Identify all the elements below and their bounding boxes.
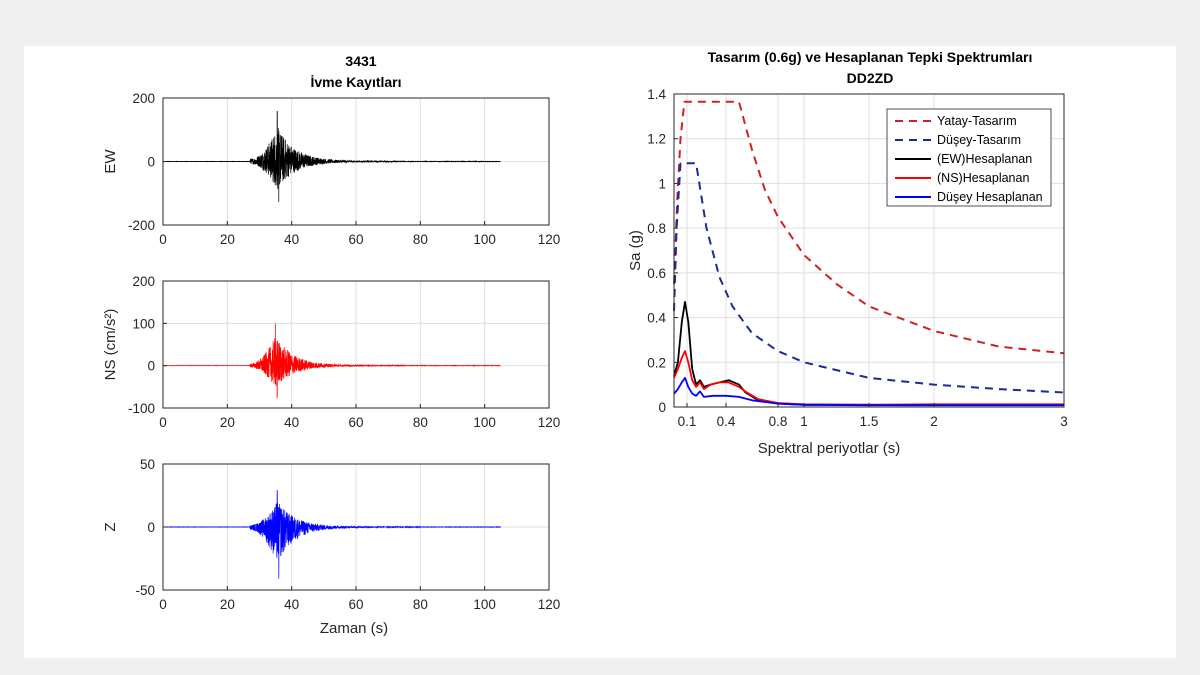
ns-x-tick-label: 100: [473, 415, 496, 430]
spectrum-y-tick-label: 1.2: [647, 132, 666, 147]
ns-y-tick-label: -100: [128, 401, 155, 416]
ns-y-tick-label: 0: [147, 359, 155, 374]
ew-x-tick-label: 40: [284, 232, 299, 247]
right-title: Tasarım (0.6g) ve Hesaplanan Tepki Spekt…: [708, 49, 1033, 65]
ew-y-tick-label: -200: [128, 218, 155, 233]
ns-y-tick-label: 200: [132, 274, 155, 289]
spectrum-y-tick-label: 1: [658, 176, 666, 191]
spectrum-panel: 0.1 0.4 0.8 1 1.5 2 3 0 0.2 0.4 0.6 0.8 1 1.2 1.4 Sa (g…: [627, 87, 1068, 457]
ns-y-axis-label: NS (cm/s²): [102, 309, 119, 381]
left-title-group: 3431 İvme Kayıtları: [310, 53, 401, 90]
ns-x-tick-label: 0: [159, 415, 167, 430]
spectrum-x-tick-label: 3: [1060, 414, 1068, 429]
ew-y-tick-label: 0: [147, 155, 155, 170]
spectrum-y-tick-label: 0: [658, 400, 666, 415]
ns-x-tick-label: 120: [538, 415, 561, 430]
ew-panel: 0 20 40 60 80 100 120 -200 0 200 EW: [102, 91, 560, 247]
legend-label-2: (EW)Hesaplanan: [937, 152, 1032, 166]
left-title: 3431: [345, 53, 376, 69]
z-x-tick-label: 40: [284, 597, 299, 612]
spectrum-series-line-1: [673, 162, 1065, 394]
ns-x-tick-label: 60: [348, 415, 363, 430]
ew-x-tick-label: 120: [538, 232, 561, 247]
spectrum-legend: Yatay-Tasarım Düşey-Tasarım (EW)Hesaplanan…: [886, 108, 1052, 207]
ew-y-axis-label: EW: [102, 149, 119, 174]
z-x-axis-label: Zaman (s): [320, 620, 388, 637]
spectrum-x-tick-label: 0.1: [678, 414, 697, 429]
spectrum-y-tick-label: 1.4: [647, 87, 666, 102]
z-x-tick-label: 120: [538, 597, 561, 612]
spectrum-y-tick-label: 0.8: [647, 221, 666, 236]
spectrum-x-tick-label: 2: [930, 414, 938, 429]
z-x-tick-label: 0: [159, 597, 167, 612]
spectrum-x-tick-label: 0.8: [769, 414, 788, 429]
spectrum-x-tick-label: 0.4: [717, 414, 736, 429]
ew-y-tick-label: 200: [132, 91, 155, 106]
ew-x-tick-label: 80: [413, 232, 428, 247]
z-y-tick-label: 50: [140, 457, 155, 472]
z-panel: 0 20 40 60 80 100 120 -50 0 50 Z Zaman (s): [102, 457, 560, 637]
ew-x-tick-label: 0: [159, 232, 167, 247]
z-x-tick-label: 20: [220, 597, 235, 612]
ns-waveform: [162, 323, 501, 398]
legend-box: [886, 108, 1052, 207]
legend-label-1: Düşey-Tasarım: [937, 133, 1021, 147]
z-x-tick-label: 80: [413, 597, 428, 612]
z-y-tick-label: -50: [135, 583, 155, 598]
spectrum-series-line-0: [673, 100, 1065, 355]
ns-y-tick-label: 100: [132, 316, 155, 331]
spectrum-y-tick-label: 0.2: [647, 355, 666, 370]
left-subtitle: İvme Kayıtları: [310, 74, 401, 90]
ns-x-tick-label: 40: [284, 415, 299, 430]
right-title-group: Tasarım (0.6g) ve Hesaplanan Tepki Spekt…: [708, 49, 1033, 86]
z-y-tick-label: 0: [147, 520, 155, 535]
ns-x-tick-label: 80: [413, 415, 428, 430]
ew-waveform: [163, 110, 501, 203]
legend-label-3: (NS)Hesaplanan: [937, 171, 1029, 185]
spectrum-x-tick-label: 1: [800, 414, 808, 429]
figure-canvas: 3431 İvme Kayıtları Tasarım (0.6g) ve He…: [24, 46, 1176, 658]
ns-panel: 0 20 40 60 80 100 120 -100 0 100 200 NS (cm/s²): [102, 274, 560, 430]
right-subtitle: DD2ZD: [847, 70, 894, 86]
ew-x-tick-label: 60: [348, 232, 363, 247]
ew-x-tick-label: 100: [473, 232, 496, 247]
z-y-axis-label: Z: [102, 522, 119, 531]
spectrum-y-tick-label: 0.6: [647, 266, 666, 281]
legend-label-4: Düşey Hesaplanan: [937, 190, 1043, 204]
spectrum-y-axis-label: Sa (g): [627, 230, 644, 271]
z-x-tick-label: 100: [473, 597, 496, 612]
figure-svg: 3431 İvme Kayıtları Tasarım (0.6g) ve He…: [102, 49, 1068, 637]
spectrum-x-tick-label: 1.5: [860, 414, 879, 429]
z-x-tick-label: 60: [348, 597, 363, 612]
z-waveform: [162, 490, 501, 579]
spectrum-y-tick-label: 0.4: [647, 311, 666, 326]
legend-label-0: Yatay-Tasarım: [937, 114, 1017, 128]
ns-x-tick-label: 20: [220, 415, 235, 430]
spectrum-series-line-4: [673, 377, 1064, 407]
spectrum-x-axis-label: Spektral periyotlar (s): [758, 440, 901, 457]
ew-x-tick-label: 20: [220, 232, 235, 247]
